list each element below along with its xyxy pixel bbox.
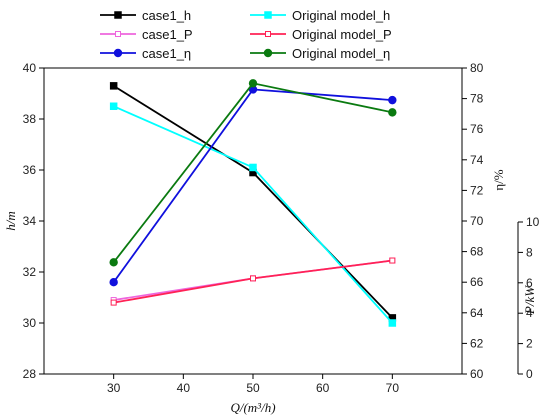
legend-item: case1_η <box>100 46 191 61</box>
left-tick-label: 38 <box>23 112 37 126</box>
data-point <box>388 108 397 117</box>
eta-tick-label: 78 <box>470 92 484 106</box>
series-4 <box>109 85 397 287</box>
series-1 <box>109 102 397 327</box>
eta-tick-label: 76 <box>470 122 484 136</box>
x-tick-label: 70 <box>386 381 400 395</box>
left-tick-label: 34 <box>23 214 37 228</box>
legend-item: Original model_h <box>250 8 390 23</box>
x-tick-label: 40 <box>177 381 191 395</box>
data-point <box>249 163 257 172</box>
legend-item: Original model_P <box>250 27 392 42</box>
x-tick-label: 60 <box>316 381 330 395</box>
eta-tick-label: 74 <box>470 153 484 167</box>
legend-swatch-marker <box>264 11 272 19</box>
data-point <box>109 278 118 287</box>
eta-tick-label: 60 <box>470 367 484 381</box>
data-point <box>250 275 256 282</box>
plot-frame <box>43 67 463 375</box>
x-tick-label: 30 <box>107 381 121 395</box>
data-point <box>389 257 396 264</box>
power-tick-label: 2 <box>526 337 533 351</box>
series-line <box>112 88 393 283</box>
legend-label: Original model_η <box>292 46 390 61</box>
data-point <box>109 258 118 267</box>
power-tick-label: 0 <box>526 367 533 381</box>
series-0 <box>109 82 397 322</box>
left-tick-label: 40 <box>23 61 37 75</box>
eta-axis-title: η/% <box>491 169 506 190</box>
legend-item: Original model_η <box>250 46 390 61</box>
right-power-axis: 0 2 4 6 8 10 <box>517 215 540 381</box>
left-tick-label: 28 <box>23 367 37 381</box>
power-tick-label: 6 <box>526 276 533 290</box>
legend-swatch-marker <box>265 31 271 37</box>
series-5 <box>109 79 397 267</box>
series-3 <box>110 257 396 306</box>
legend-label: case1_P <box>142 27 193 42</box>
eta-tick-label: 70 <box>470 214 484 228</box>
series-layer <box>109 79 397 327</box>
legend-swatch-marker <box>113 48 123 58</box>
left-axis-title: h/m <box>3 211 18 231</box>
legend-item: case1_P <box>100 27 193 42</box>
left-y-axis: 28 30 32 34 36 38 40 <box>23 61 44 381</box>
power-tick-label: 8 <box>526 245 533 259</box>
data-point <box>388 95 397 105</box>
legend-item: case1_h <box>100 8 191 23</box>
data-point <box>388 319 397 327</box>
eta-tick-label: 62 <box>470 336 484 350</box>
legend-swatch-marker <box>263 48 273 58</box>
legend-swatch-marker <box>114 11 122 19</box>
x-axis: 30 40 50 60 70 <box>107 374 399 395</box>
series-line <box>113 105 394 324</box>
eta-tick-label: 68 <box>470 245 484 259</box>
left-tick-label: 30 <box>23 316 37 330</box>
eta-tick-label: 72 <box>470 183 484 197</box>
legend: case1_h Original model_h case1_P Original m… <box>100 8 392 61</box>
legend-label: case1_h <box>142 8 191 23</box>
data-point <box>109 82 118 90</box>
series-line <box>113 85 393 319</box>
right-eta-axis: 60 62 64 66 68 70 72 74 76 78 80 <box>462 61 484 381</box>
power-axis-title: P/kW <box>522 285 537 315</box>
legend-label: Original model_P <box>292 27 392 42</box>
eta-tick-label: 80 <box>470 61 484 75</box>
data-point <box>248 79 258 88</box>
left-tick-label: 32 <box>23 265 37 279</box>
eta-tick-label: 66 <box>470 275 484 289</box>
data-point <box>109 102 118 110</box>
legend-swatch-marker <box>115 31 121 37</box>
eta-tick-label: 64 <box>470 306 484 320</box>
legend-label: case1_η <box>142 46 191 61</box>
legend-label: Original model_h <box>292 8 390 23</box>
data-point <box>110 299 117 306</box>
power-tick-label: 10 <box>526 215 540 229</box>
series-line <box>113 259 393 304</box>
x-tick-label: 50 <box>246 381 260 395</box>
left-tick-label: 36 <box>23 163 37 177</box>
power-tick-label: 4 <box>526 306 533 320</box>
x-axis-title: Q/(m³/h) <box>230 400 275 415</box>
